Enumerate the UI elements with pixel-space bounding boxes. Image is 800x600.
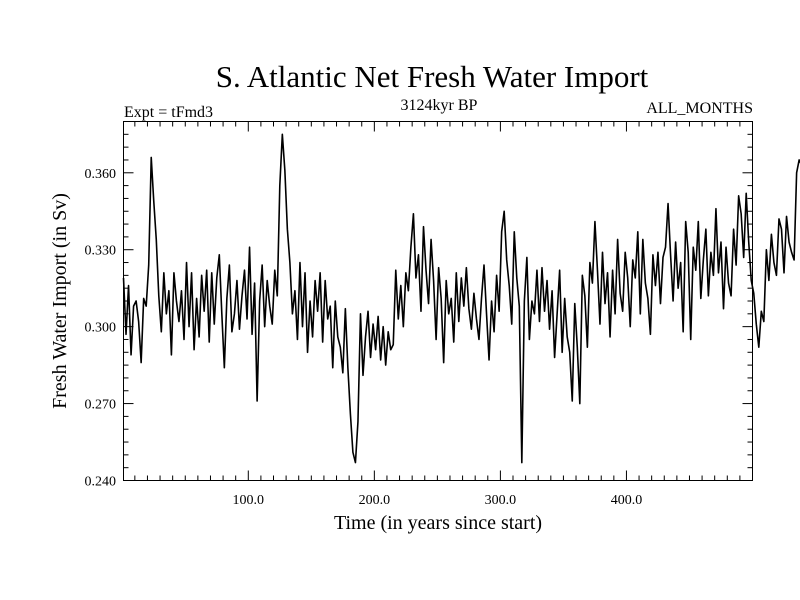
x-tick-label: 200.0 bbox=[359, 493, 391, 508]
y-tick-label: 0.300 bbox=[85, 321, 117, 336]
x-axis-label: Time (in years since start) bbox=[334, 512, 542, 534]
y-tick-label: 0.360 bbox=[85, 167, 117, 182]
period-label: 3124kyr BP bbox=[401, 97, 478, 114]
y-tick-label: 0.330 bbox=[85, 244, 117, 259]
experiment-label: Expt = tFmd3 bbox=[124, 104, 213, 121]
y-tick-label: 0.270 bbox=[85, 398, 117, 413]
x-tick-label: 300.0 bbox=[485, 493, 517, 508]
series-line bbox=[122, 133, 800, 464]
months-label: ALL_MONTHS bbox=[646, 100, 753, 117]
plot-frame bbox=[123, 121, 753, 481]
y-axis-label: Fresh Water Import (in Sv) bbox=[49, 193, 71, 409]
chart-title: S. Atlantic Net Fresh Water Import bbox=[216, 59, 649, 94]
y-tick-label: 0.240 bbox=[85, 475, 117, 490]
x-tick-label: 400.0 bbox=[611, 493, 643, 508]
x-tick-label: 100.0 bbox=[233, 493, 265, 508]
